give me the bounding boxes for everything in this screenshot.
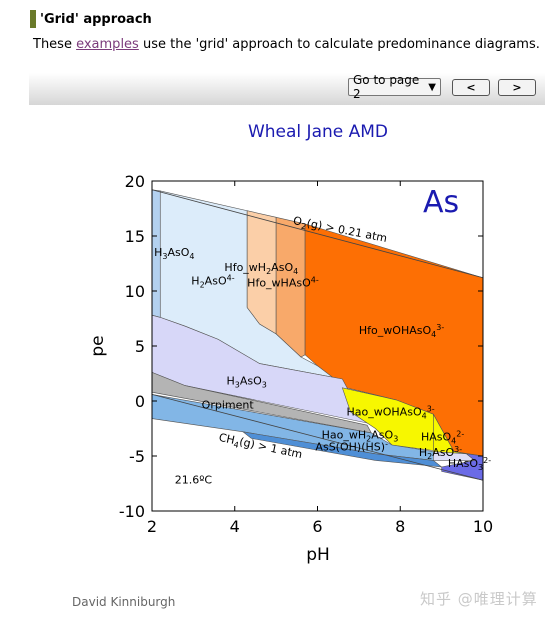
region-label-h3aso4: H3AsO4: [154, 246, 194, 261]
region-label-h3aso3: H3AsO3: [226, 375, 266, 390]
x-tick-label: 2: [147, 517, 157, 536]
o2-boundary-line: [151, 189, 484, 279]
y-tick-label: 10: [125, 282, 145, 301]
x-tick-label: 6: [312, 517, 322, 536]
x-axis-label: pH: [306, 545, 330, 565]
page-select[interactable]: Go to page 2 ▼: [348, 73, 441, 101]
y-axis-label: pe: [88, 335, 108, 356]
element-label: As: [423, 185, 459, 220]
region-label-hao-wh2aso3: Hao_wH2AsO3: [322, 428, 399, 443]
region-hfo-whaso4-: [275, 216, 306, 358]
x-tick-label: 10: [473, 517, 493, 536]
intro-before: These: [33, 37, 77, 52]
next-page-button[interactable]: >: [498, 79, 536, 96]
intro-text: These examples use the 'grid' approach t…: [33, 37, 540, 52]
region-label-haso3-2: HAsO32-: [448, 456, 491, 472]
region-label-hfo-wh2aso4: Hfo_wH2AsO4: [224, 261, 298, 276]
region-label-h2aso4-: H2AsO4-: [191, 273, 234, 289]
watermark: 知乎 @唯理计算: [420, 590, 538, 608]
temperature-label: 21.6ºC: [175, 474, 213, 487]
chevron-left-icon: <: [466, 81, 476, 94]
ch4-boundary-line: [151, 394, 484, 481]
prev-page-button[interactable]: <: [452, 79, 490, 96]
region-label-haso4-2: HAsO42-: [421, 430, 464, 446]
intro-after: use the 'grid' approach to calculate pre…: [138, 37, 540, 52]
section-accent-bar: [30, 10, 36, 28]
region-label-hfo-whaso4-: Hfo_wHAsO4-: [247, 276, 319, 290]
chart-title: Wheal Jane AMD: [248, 122, 388, 142]
page-select-value: Go to page 2: [353, 73, 420, 101]
region-label-h2aso3-: H2AsO3-: [419, 445, 462, 461]
region-label-hao-wohaso4-3: Hao_wOHAsO43-: [346, 404, 434, 420]
region-hao-wohaso4-3: [341, 387, 434, 451]
section-title: 'Grid' approach: [40, 12, 152, 27]
examples-link[interactable]: examples: [76, 37, 139, 52]
x-tick-label: 8: [395, 517, 405, 536]
author-credit: David Kinniburgh: [72, 595, 176, 609]
region-label-ass-oh-hs-: AsS(OH)(HS)-: [315, 440, 388, 454]
y-tick-label: 5: [135, 337, 145, 356]
y-tick-label: 0: [135, 392, 145, 411]
region-hfo-wh2aso4: [246, 210, 277, 335]
x-tick-label: 4: [230, 517, 240, 536]
region-label-hfo-wohaso4-3: Hfo_wOHAsO43-: [359, 323, 444, 339]
chevron-down-icon: ▼: [428, 81, 436, 93]
region-label-orpiment: Orpiment: [202, 399, 255, 412]
chevron-right-icon: >: [512, 81, 522, 94]
y-tick-label: -10: [119, 502, 145, 521]
y-tick-label: 15: [125, 227, 145, 246]
y-tick-label: -5: [129, 447, 145, 466]
y-tick-label: 20: [125, 172, 145, 191]
